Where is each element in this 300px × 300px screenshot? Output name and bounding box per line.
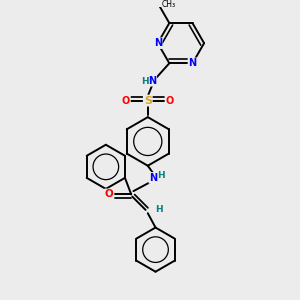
Text: H: H xyxy=(157,171,165,180)
Text: CH₃: CH₃ xyxy=(162,0,176,9)
Text: O: O xyxy=(122,96,130,106)
Text: H: H xyxy=(141,77,148,86)
Text: S: S xyxy=(144,96,152,106)
Text: N: N xyxy=(154,38,162,48)
Text: N: N xyxy=(149,173,158,183)
Text: O: O xyxy=(166,96,174,106)
Text: N: N xyxy=(148,76,156,86)
Text: H: H xyxy=(155,206,163,214)
Text: O: O xyxy=(105,189,113,200)
Text: N: N xyxy=(188,58,196,68)
